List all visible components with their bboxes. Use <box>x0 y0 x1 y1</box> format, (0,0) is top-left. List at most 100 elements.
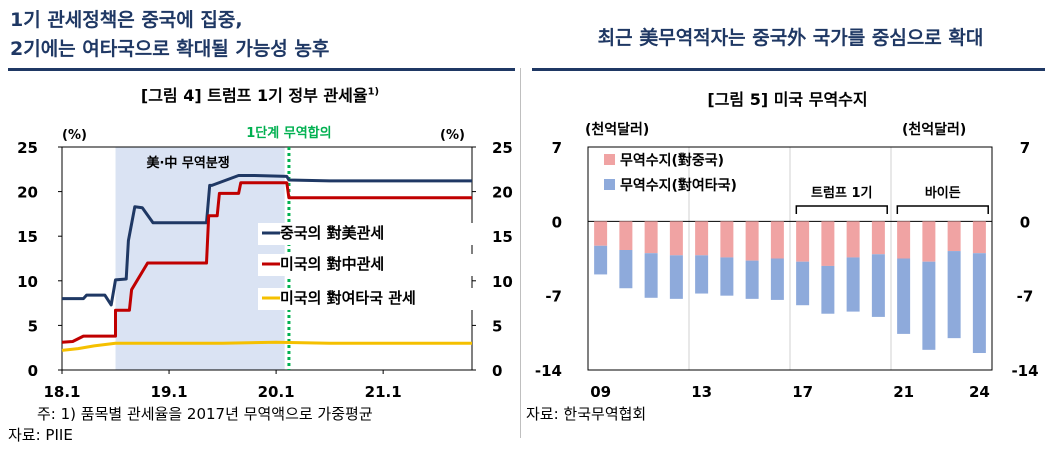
bar-other-19 <box>846 257 860 312</box>
chart5-x-tick-label: 09 <box>590 383 611 401</box>
chart4-right-tick-label: 0 <box>492 362 502 380</box>
chart5-left-tick-label: -14 <box>535 362 562 380</box>
chart5-left-tick-label: -7 <box>545 288 562 306</box>
period-label-1: 바이든 <box>925 185 961 201</box>
chart4-x-tick-label: 20.1 <box>258 383 295 401</box>
bar-other-23 <box>947 251 961 339</box>
bar-other-22 <box>922 261 936 350</box>
legend-label-0: 중국의 對美관세 <box>280 224 384 242</box>
chart4-x-tick-label: 18.1 <box>43 383 80 401</box>
bar-other-24 <box>972 253 986 354</box>
chart5-legend-swatch-1 <box>604 179 615 190</box>
chart5-left-tick-label: 7 <box>552 139 562 157</box>
legend-label-1: 미국의 對中관세 <box>280 255 384 273</box>
bar-other-12 <box>669 255 683 299</box>
chart5-right-tick-label: 7 <box>1020 139 1030 157</box>
bar-china-21 <box>897 221 911 259</box>
chart5-x-tick-label: 24 <box>969 383 990 401</box>
chart4-right-tick-label: 10 <box>492 273 513 291</box>
chart5-legend-swatch-0 <box>604 154 615 165</box>
left-header-line2: 2기에는 여타국으로 확대될 가능성 농후 <box>10 38 330 60</box>
chart4-x-tick-label: 19.1 <box>151 383 188 401</box>
bar-china-17 <box>796 221 810 262</box>
chart4-left-tick-label: 15 <box>17 228 38 246</box>
bar-other-10 <box>619 250 633 289</box>
chart5-right-tick-label: -14 <box>1011 362 1038 380</box>
bar-china-13 <box>695 221 709 256</box>
chart5-right-tick-label: 0 <box>1020 213 1030 231</box>
period-bracket-1 <box>896 205 989 214</box>
bar-other-17 <box>796 261 810 306</box>
chart5-plot-frame <box>587 146 993 371</box>
bar-other-13 <box>695 255 709 294</box>
bar-china-22 <box>922 221 936 262</box>
chart4-left-tick-label: 20 <box>17 184 38 202</box>
series-line-1 <box>61 181 472 344</box>
panel-separator <box>520 68 521 438</box>
bar-other-21 <box>897 258 911 334</box>
shaded-region-label: 美·中 무역분쟁 <box>146 155 229 171</box>
chart5-x-tick-label: 13 <box>691 383 712 401</box>
bar-other-14 <box>720 257 734 296</box>
chart5-title: [그림 5] 미국 무역수지 <box>707 90 868 109</box>
bar-china-18 <box>821 221 835 266</box>
chart4-title-footnote-mark: 1) <box>367 86 380 98</box>
bar-other-18 <box>821 265 835 314</box>
bar-china-20 <box>871 221 885 255</box>
bar-china-11 <box>644 221 658 254</box>
legend-bg-0 <box>258 223 476 245</box>
right-header-rule <box>532 68 1045 71</box>
footnote: 주: 1) 품목별 관세율을 2017년 무역액으로 가중평균 <box>37 405 373 423</box>
bar-china-12 <box>669 221 683 256</box>
chart4-right-tick-label: 25 <box>492 139 513 157</box>
legend-bg-2 <box>258 288 476 310</box>
chart4-left-tick-label: 10 <box>17 273 38 291</box>
bar-other-11 <box>644 253 658 298</box>
bar-other-15 <box>745 260 759 299</box>
chart5-legend-label-1: 무역수지(對여타국) <box>620 177 737 194</box>
period-label-0: 트럼프 1기 <box>811 186 872 201</box>
chart4-left-unit: (%) <box>62 128 87 143</box>
bar-china-15 <box>745 221 759 261</box>
chart4-left-tick-label: 5 <box>28 317 38 335</box>
left-header-line1: 1기 관세정책은 중국에 집중, <box>10 9 243 31</box>
chart4-left-tick-label: 25 <box>17 139 38 157</box>
bar-china-10 <box>619 221 633 251</box>
legend-label-2: 미국의 對여타국 관세 <box>280 289 416 307</box>
chart4-right-unit: (%) <box>440 128 465 143</box>
period-bracket-0 <box>795 205 888 214</box>
bar-other-20 <box>871 254 885 317</box>
source-left: 자료: PIIE <box>8 426 73 444</box>
series-line-0 <box>62 174 472 307</box>
bar-china-16 <box>770 221 784 259</box>
left-header-rule <box>8 68 515 71</box>
bar-other-16 <box>770 258 784 300</box>
trade-agreement-label: 1단계 무역합의 <box>246 125 331 141</box>
chart5-right-tick-label: -7 <box>1017 288 1034 306</box>
chart4-right-tick-label: 20 <box>492 184 513 202</box>
bar-other-09 <box>594 245 608 275</box>
chart5-right-unit: (천억달러) <box>902 122 966 138</box>
bar-china-23 <box>947 221 961 252</box>
chart5-x-tick-label: 21 <box>893 383 914 401</box>
left-header: 1기 관세정책은 중국에 집중, 2기에는 여타국으로 확대될 가능성 농후 <box>10 6 510 64</box>
chart5-legend-label-0: 무역수지(對중국) <box>620 152 724 169</box>
chart5-left-unit: (천억달러) <box>585 122 649 138</box>
chart5-x-tick-label: 17 <box>792 383 813 401</box>
bar-china-09 <box>594 221 608 246</box>
chart4-title-text: [그림 4] 트럼프 1기 정부 관세율 <box>140 86 368 105</box>
source-right: 자료: 한국무역협회 <box>526 405 647 423</box>
bar-china-24 <box>972 221 986 254</box>
chart4-right-tick-label: 5 <box>492 317 502 335</box>
bar-china-19 <box>846 221 860 258</box>
series-line-2 <box>61 340 472 352</box>
right-header: 최근 美무역적자는 중국外 국가를 중심으로 확대 <box>597 27 984 49</box>
chart4-right-tick-label: 15 <box>492 228 513 246</box>
chart4-title: [그림 4] 트럼프 1기 정부 관세율1) <box>0 82 520 106</box>
chart4-x-tick-label: 21.1 <box>365 383 402 401</box>
legend-bg-1 <box>258 254 476 276</box>
chart5-left-tick-label: 0 <box>552 213 562 231</box>
chart4-left-tick-label: 0 <box>28 362 38 380</box>
